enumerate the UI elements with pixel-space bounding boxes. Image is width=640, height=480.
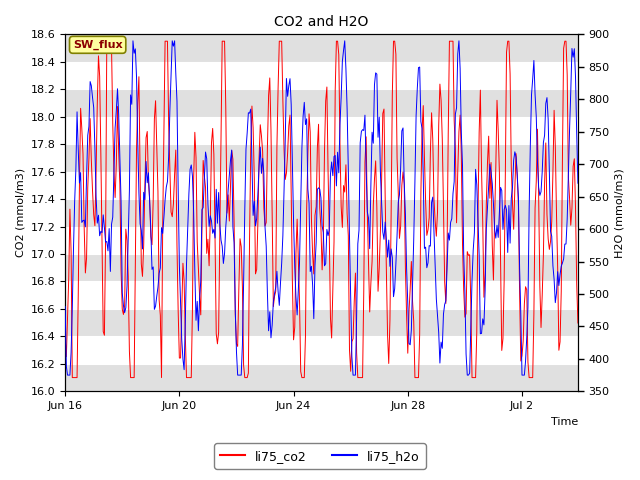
Bar bbox=[65, 254, 578, 281]
Legend: li75_co2, li75_h2o: li75_co2, li75_h2o bbox=[214, 444, 426, 469]
Title: CO2 and H2O: CO2 and H2O bbox=[275, 15, 369, 29]
Bar bbox=[65, 35, 578, 62]
Text: SW_flux: SW_flux bbox=[73, 40, 122, 50]
Y-axis label: CO2 (mmol/m3): CO2 (mmol/m3) bbox=[15, 168, 25, 257]
Bar bbox=[65, 364, 578, 391]
X-axis label: Time: Time bbox=[550, 417, 578, 427]
Bar bbox=[65, 199, 578, 227]
Bar bbox=[65, 89, 578, 117]
Bar bbox=[65, 309, 578, 336]
Bar bbox=[65, 144, 578, 172]
Y-axis label: H2O (mmol/m3): H2O (mmol/m3) bbox=[615, 168, 625, 258]
